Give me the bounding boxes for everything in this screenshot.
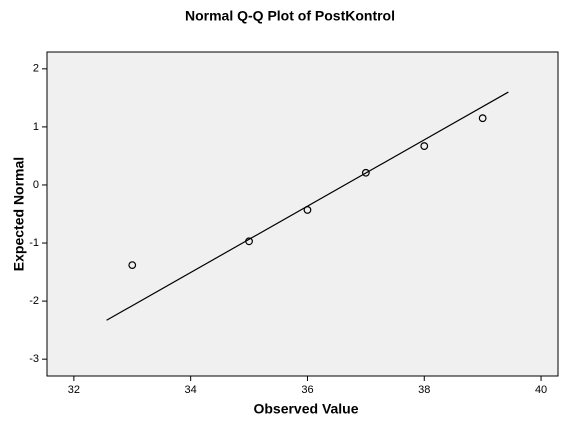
plot-area <box>46 51 559 377</box>
y-tick-label: 2 <box>33 63 39 75</box>
x-tick-label: 32 <box>68 384 80 396</box>
y-tick-label: -3 <box>29 353 39 365</box>
chart-title: Normal Q-Q Plot of PostKontrol <box>185 8 395 24</box>
data-point <box>478 114 487 123</box>
x-tick-label: 36 <box>301 384 313 396</box>
y-tick-label: -2 <box>29 295 39 307</box>
y-tick-label: 1 <box>33 121 39 133</box>
data-point <box>128 261 137 269</box>
y-axis-label: Expected Normal <box>11 157 27 271</box>
y-tick-label: 0 <box>33 179 39 191</box>
data-point <box>361 168 370 177</box>
data-point <box>420 142 429 150</box>
x-axis-label: Observed Value <box>253 401 358 417</box>
x-tick-label: 34 <box>185 384 197 396</box>
y-tick-label: -1 <box>29 237 39 249</box>
data-point <box>245 237 253 246</box>
x-tick-label: 38 <box>418 384 430 396</box>
data-point <box>303 206 312 214</box>
x-tick-label: 40 <box>535 384 547 396</box>
